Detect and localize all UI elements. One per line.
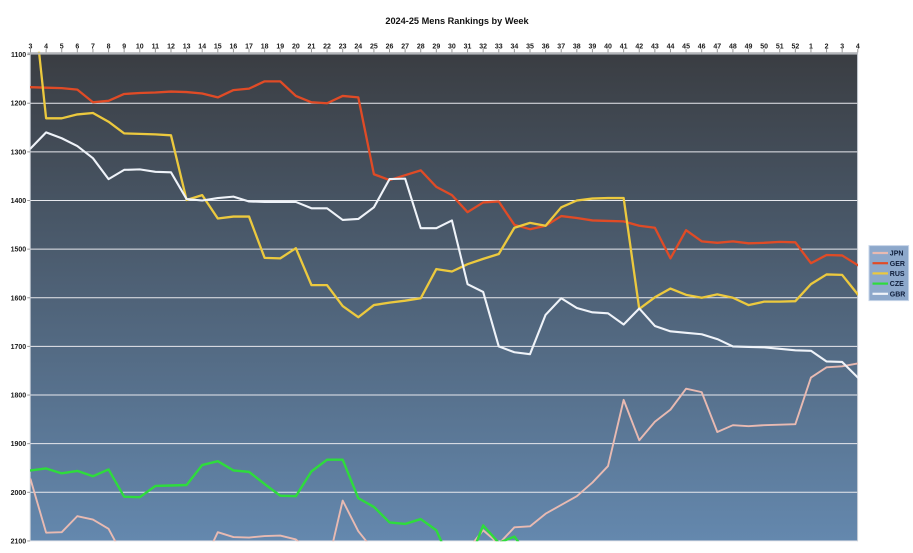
svg-text:43: 43	[651, 43, 659, 50]
svg-text:13: 13	[183, 43, 191, 50]
svg-text:CZE: CZE	[890, 281, 904, 288]
svg-text:30: 30	[448, 43, 456, 50]
svg-text:RUS: RUS	[890, 271, 905, 278]
svg-text:JPN: JPN	[890, 251, 904, 258]
svg-text:1900: 1900	[11, 441, 27, 448]
svg-text:42: 42	[635, 43, 643, 50]
svg-text:3: 3	[840, 43, 844, 50]
svg-text:16: 16	[230, 43, 238, 50]
svg-text:20: 20	[292, 43, 300, 50]
svg-text:17: 17	[245, 43, 253, 50]
svg-text:50: 50	[760, 43, 768, 50]
svg-text:1: 1	[809, 43, 813, 50]
svg-text:32: 32	[479, 43, 487, 50]
svg-text:35: 35	[526, 43, 534, 50]
svg-text:9: 9	[122, 43, 126, 50]
svg-text:52: 52	[791, 43, 799, 50]
svg-text:1600: 1600	[11, 295, 27, 302]
svg-text:2000: 2000	[11, 490, 27, 497]
svg-text:29: 29	[432, 43, 440, 50]
svg-text:4: 4	[856, 43, 860, 50]
svg-text:19: 19	[276, 43, 284, 50]
svg-text:2100: 2100	[11, 538, 27, 545]
svg-text:24: 24	[354, 43, 362, 50]
svg-text:1300: 1300	[11, 149, 27, 156]
svg-text:37: 37	[557, 43, 565, 50]
svg-text:48: 48	[729, 43, 737, 50]
svg-text:39: 39	[589, 43, 597, 50]
svg-text:49: 49	[745, 43, 753, 50]
svg-text:41: 41	[620, 43, 628, 50]
svg-text:38: 38	[573, 43, 581, 50]
svg-text:33: 33	[495, 43, 503, 50]
svg-text:11: 11	[152, 43, 160, 50]
svg-text:1200: 1200	[11, 101, 27, 108]
svg-text:44: 44	[667, 43, 675, 50]
svg-text:6: 6	[75, 43, 79, 50]
svg-text:1700: 1700	[11, 344, 27, 351]
svg-text:21: 21	[308, 43, 316, 50]
svg-text:18: 18	[261, 43, 269, 50]
svg-text:14: 14	[198, 43, 206, 50]
svg-text:2024-25 Mens Rankings by Week: 2024-25 Mens Rankings by Week	[385, 16, 529, 26]
svg-text:45: 45	[682, 43, 690, 50]
svg-text:25: 25	[370, 43, 378, 50]
svg-text:40: 40	[604, 43, 612, 50]
svg-text:1400: 1400	[11, 198, 27, 205]
svg-text:28: 28	[417, 43, 425, 50]
svg-text:5: 5	[60, 43, 64, 50]
svg-text:GER: GER	[890, 261, 905, 268]
svg-text:2: 2	[825, 43, 829, 50]
svg-text:4: 4	[44, 43, 48, 50]
svg-text:10: 10	[136, 43, 144, 50]
svg-text:36: 36	[542, 43, 550, 50]
svg-text:51: 51	[776, 43, 784, 50]
svg-text:1500: 1500	[11, 247, 27, 254]
svg-text:26: 26	[386, 43, 394, 50]
svg-text:47: 47	[713, 43, 721, 50]
svg-text:31: 31	[464, 43, 472, 50]
svg-text:1800: 1800	[11, 393, 27, 400]
svg-text:27: 27	[401, 43, 409, 50]
svg-text:3: 3	[29, 43, 33, 50]
svg-text:23: 23	[339, 43, 347, 50]
svg-text:15: 15	[214, 43, 222, 50]
svg-text:7: 7	[91, 43, 95, 50]
svg-text:22: 22	[323, 43, 331, 50]
svg-text:34: 34	[510, 43, 518, 50]
svg-text:8: 8	[107, 43, 111, 50]
svg-text:1100: 1100	[11, 52, 26, 59]
svg-text:12: 12	[167, 43, 175, 50]
svg-text:46: 46	[698, 43, 706, 50]
svg-text:GBR: GBR	[890, 291, 906, 298]
